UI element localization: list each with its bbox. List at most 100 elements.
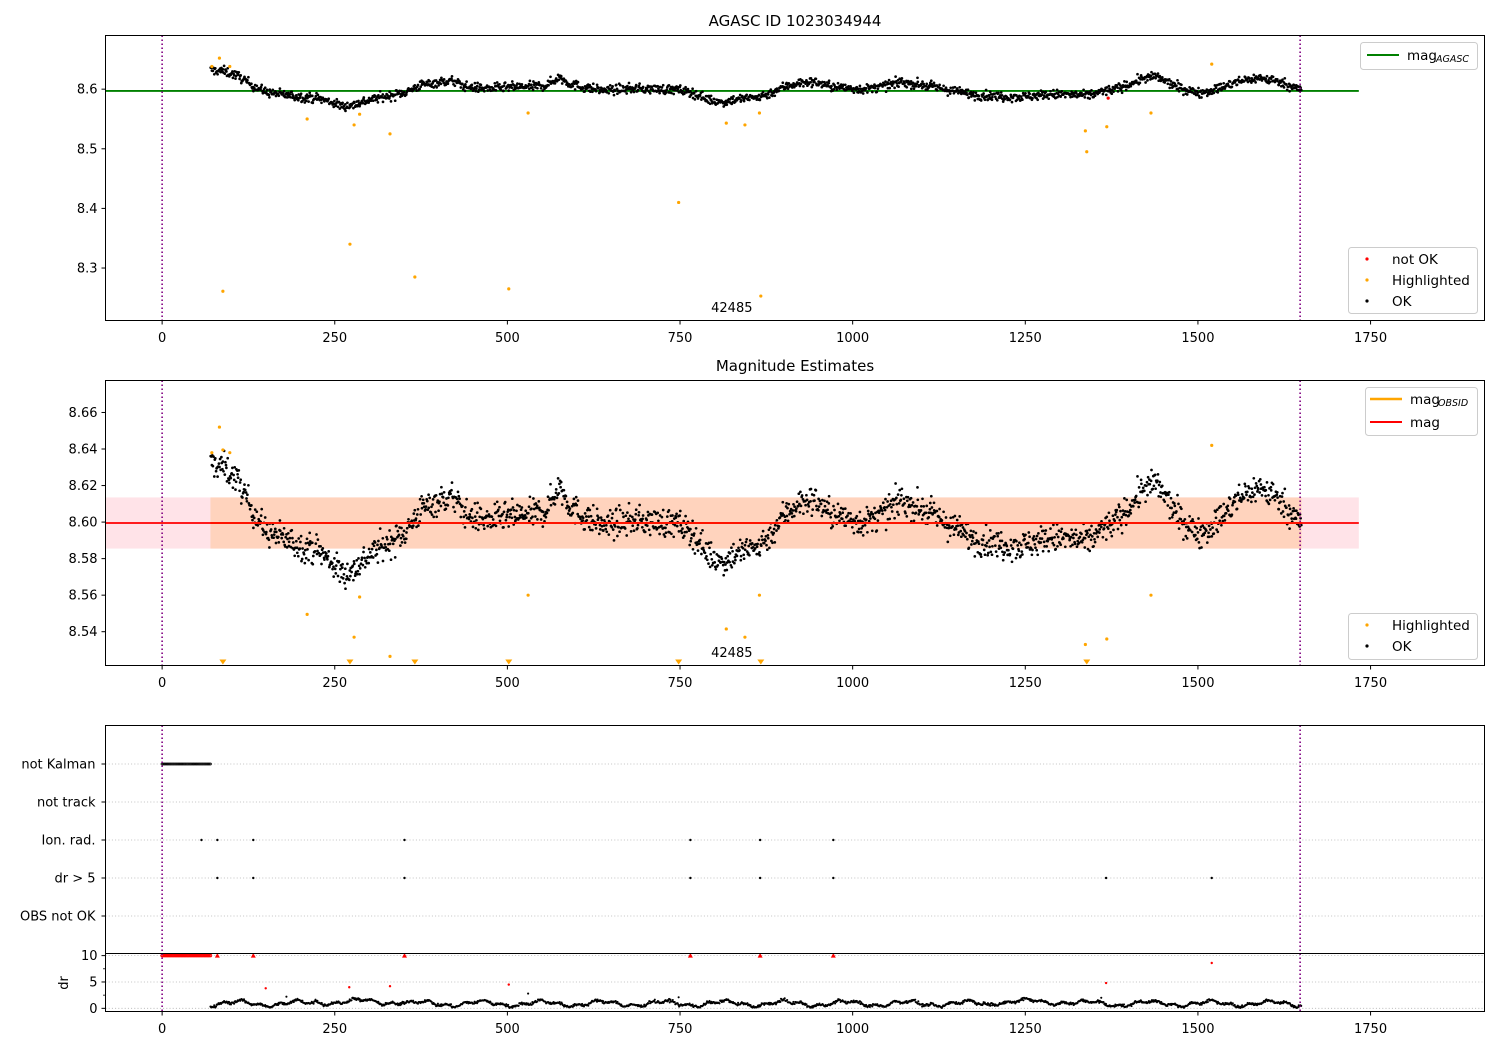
panel1-ok-point bbox=[738, 97, 741, 100]
panel2-ok-point bbox=[1072, 532, 1076, 536]
panel2-ok-point bbox=[991, 544, 994, 548]
panel2-ok-point bbox=[594, 527, 598, 530]
panel2-ok-point bbox=[303, 548, 307, 552]
panel2-ok-point bbox=[585, 518, 589, 522]
panel2-ok-point bbox=[528, 495, 532, 499]
legend-mag-label: mag bbox=[1410, 415, 1440, 431]
panel4-dr-point bbox=[647, 1002, 650, 1005]
panel4-dr-point bbox=[671, 998, 674, 1002]
panel2-ok-point bbox=[953, 514, 957, 518]
panel2-ok-point bbox=[389, 558, 393, 562]
panel1-ok-point bbox=[900, 79, 903, 82]
panel1-ok-point bbox=[768, 96, 771, 99]
panel2-ok-point bbox=[357, 564, 361, 568]
panel2-ok-point bbox=[766, 536, 770, 540]
panel2-ok-point bbox=[252, 516, 256, 520]
panel2-ok-point bbox=[970, 533, 974, 537]
panel2-ok-point bbox=[1153, 473, 1157, 477]
panel2-ok-point bbox=[1088, 528, 1091, 532]
panel2-ok-point bbox=[662, 533, 666, 536]
panel2-ok-point bbox=[898, 488, 902, 492]
panel1-ok-point bbox=[547, 83, 550, 87]
panel1-ok-point bbox=[632, 90, 636, 94]
panel2-ok-point bbox=[962, 533, 965, 537]
panel2-ok-point bbox=[524, 516, 528, 519]
panel1-ok-point bbox=[1299, 88, 1303, 92]
panel2-ok-point bbox=[1008, 552, 1012, 556]
panel2-ok-point bbox=[377, 539, 380, 543]
panel2-ok-point bbox=[1172, 502, 1176, 505]
panel2-ok-point bbox=[897, 513, 900, 516]
panel2-ok-point bbox=[363, 565, 367, 569]
panel2-ok-point bbox=[1195, 526, 1199, 530]
panel2-ok-point bbox=[870, 510, 873, 514]
panel2-ok-point bbox=[518, 504, 521, 508]
panel2-ok-point bbox=[256, 524, 260, 527]
panel2-ok-point bbox=[1092, 531, 1096, 535]
panel1-ok-point bbox=[583, 90, 587, 93]
panel2-ok-point bbox=[1285, 506, 1288, 510]
panel2-ok-point bbox=[485, 514, 488, 518]
panel2-ok-point bbox=[1121, 509, 1125, 512]
panel1-ok-point bbox=[314, 94, 318, 98]
panel1-ok-point bbox=[268, 88, 272, 91]
panel1-ok-point bbox=[1235, 83, 1239, 87]
panel2-ok-point bbox=[636, 523, 640, 527]
panel1-ok-point bbox=[568, 83, 572, 87]
panel2-ok-point bbox=[218, 465, 221, 469]
panel1-ok-point bbox=[1071, 95, 1074, 98]
panel1-ok-point bbox=[1219, 82, 1223, 86]
panel2-ok-point bbox=[272, 536, 275, 540]
panel1-ok-point bbox=[1282, 86, 1286, 89]
panel2-ok-point bbox=[1106, 527, 1110, 530]
panel2-ok-point bbox=[476, 528, 480, 532]
panel2-ok-point bbox=[949, 516, 953, 520]
panel2-ok-point bbox=[911, 501, 915, 504]
panel2-ok-point bbox=[400, 526, 403, 530]
panel1-ytick-label: 8.4 bbox=[77, 202, 98, 217]
panel2-ok-point bbox=[1188, 514, 1191, 518]
panel2-ok-point bbox=[1235, 507, 1239, 511]
legend2-ok-label: OK bbox=[1392, 639, 1413, 655]
panel2-ok-point bbox=[793, 505, 796, 508]
panel1-ok-point bbox=[915, 82, 919, 86]
panel2-ok-point bbox=[290, 528, 294, 532]
panel2-ok-point bbox=[1123, 510, 1127, 513]
panel2-ok-point bbox=[323, 558, 326, 561]
panel1-ok-point bbox=[1000, 93, 1004, 97]
panel2-ok-point bbox=[375, 552, 379, 556]
panel2-ok-point bbox=[570, 504, 574, 508]
panel2-ok-point bbox=[559, 480, 563, 484]
panel1-ok-point bbox=[1247, 76, 1251, 80]
panel2-ok-point bbox=[861, 524, 865, 528]
panel1-ok-point bbox=[1093, 94, 1097, 98]
panel2-ok-point bbox=[1133, 498, 1137, 502]
panel2-ok-point bbox=[775, 518, 779, 522]
panel2-ok-point bbox=[881, 501, 885, 505]
panel2-ok-point bbox=[660, 515, 664, 519]
panel2-ok-point bbox=[967, 546, 971, 550]
panel2-ok-point bbox=[435, 515, 439, 519]
panel1-ok-point bbox=[799, 82, 803, 86]
panel1-ok-point bbox=[893, 86, 896, 90]
panel2-ok-point bbox=[1039, 525, 1043, 528]
panel1-ok-point bbox=[344, 109, 347, 113]
panel2-ok-point bbox=[495, 500, 499, 504]
panel4-xtick-label: 1500 bbox=[1181, 1022, 1214, 1037]
panel1-ok-point bbox=[226, 66, 230, 70]
panel2-ytick-label: 8.62 bbox=[69, 479, 98, 494]
panel2-ok-point bbox=[383, 543, 387, 546]
panel2-ok-point bbox=[568, 507, 572, 510]
panel2-ok-point bbox=[449, 492, 452, 496]
panel1-ok-point bbox=[832, 88, 836, 91]
flag-label: not track bbox=[37, 796, 96, 811]
panel1-ok-point bbox=[627, 81, 631, 85]
panel2-ok-point bbox=[1136, 475, 1139, 478]
panel1-ok-point bbox=[974, 91, 978, 95]
panel1-ok-point bbox=[786, 87, 790, 91]
panel2-ok-point bbox=[709, 552, 713, 556]
panel2-ok-point bbox=[888, 517, 892, 521]
panel1-ok-point bbox=[239, 81, 243, 85]
panel1-ok-point bbox=[298, 96, 302, 100]
panel2-ok-point bbox=[300, 559, 303, 563]
